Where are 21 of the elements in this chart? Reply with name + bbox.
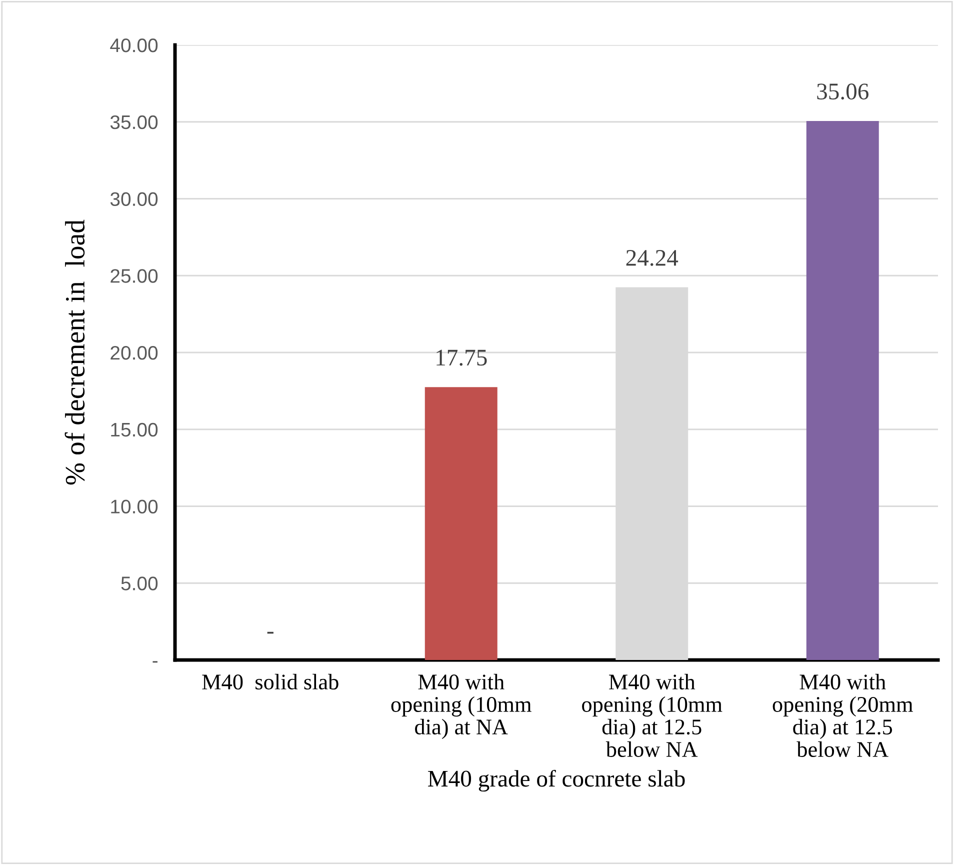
y-tick-label: 20.00	[110, 346, 158, 360]
x-tick-label: M40 with opening (20mm dia) at 12.5 below NA	[772, 674, 913, 757]
bar	[424, 387, 498, 660]
x-tick-label: M40 with opening (10mm dia) at 12.5 below NA	[582, 674, 722, 757]
y-tick-label: 40.00	[110, 38, 158, 52]
y-tick-label: -	[152, 661, 158, 663]
y-axis-title: % of decrement in load	[64, 220, 85, 485]
data-label: 17.75	[436, 350, 487, 366]
y-tick-label: 25.00	[110, 269, 158, 283]
x-tick-label: M40 with opening (10mm dia) at NA	[391, 674, 532, 740]
data-label: -	[267, 632, 274, 634]
data-label: 24.24	[626, 250, 678, 266]
y-tick-label: 35.00	[110, 115, 158, 130]
y-tick-label: 30.00	[110, 192, 158, 206]
bar	[806, 120, 879, 660]
x-axis-title: M40 grade of cocnrete slab	[428, 770, 685, 792]
y-tick-label: 5.00	[121, 576, 158, 590]
y-tick-label: 10.00	[111, 500, 158, 514]
y-tick-label: 15.00	[111, 422, 158, 437]
x-tick-label: M40 solid slab	[202, 674, 338, 690]
data-label: 35.06	[817, 84, 868, 100]
